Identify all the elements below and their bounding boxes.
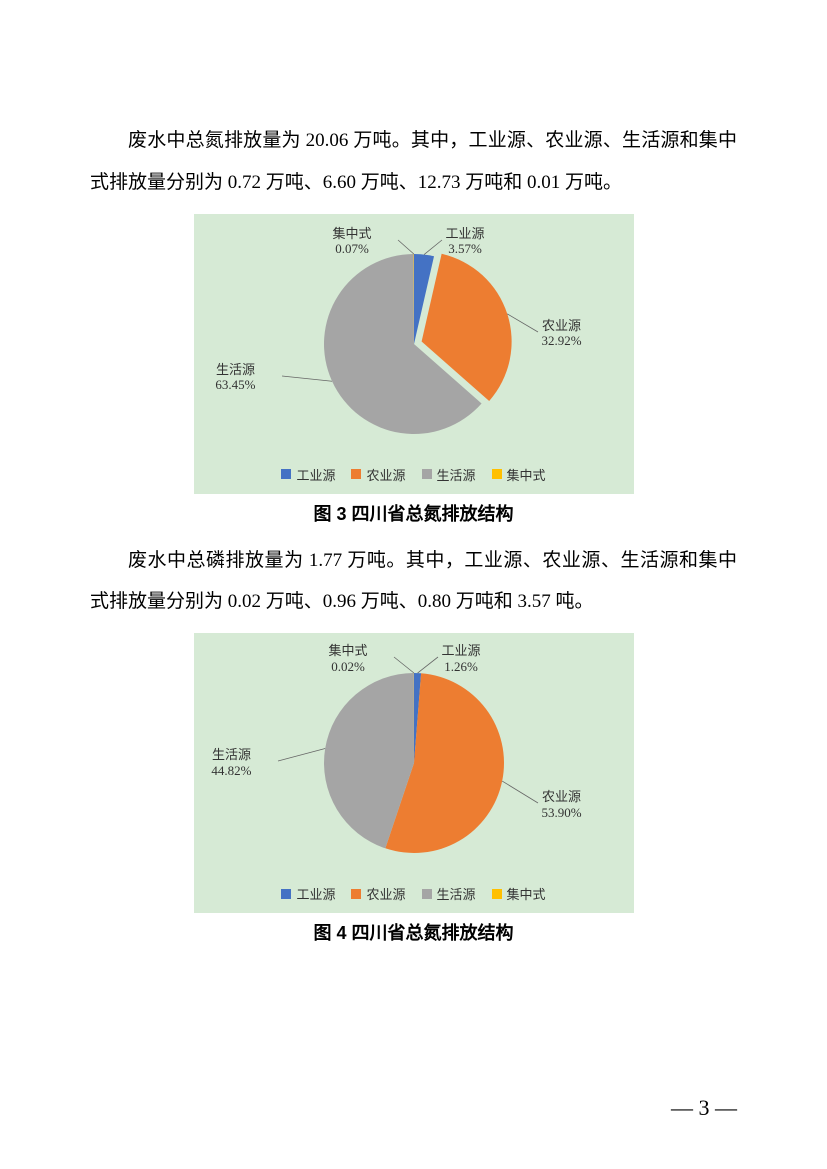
slice-label-nongye: 农业源32.92% (542, 318, 582, 349)
chart-1: 工业源3.57% 农业源32.92% 生活源63.45% 集中式0.07% 工业源 农业源… (194, 214, 634, 526)
legend-swatch (492, 889, 502, 899)
legend-label: 农业源 (366, 465, 405, 484)
legend-label: 生活源 (437, 465, 476, 484)
legend-swatch (351, 469, 361, 479)
paragraph-1: 废水中总氮排放量为 20.06 万吨。其中，工业源、农业源、生活源和集中式排放量… (90, 120, 737, 204)
legend-label: 工业源 (296, 884, 335, 903)
legend-swatch (492, 469, 502, 479)
legend: 工业源 农业源 生活源 集中式 (194, 884, 634, 903)
legend-label: 农业源 (366, 884, 405, 903)
slice-label-gongye: 工业源3.57% (446, 226, 485, 257)
pie-svg (194, 214, 634, 494)
chart-1-caption: 图 3 四川省总氮排放结构 (194, 500, 634, 526)
slice-label-shenghuo: 生活源44.82% (211, 747, 251, 778)
pie-svg (194, 633, 634, 913)
legend-item: 集中式 (492, 465, 546, 484)
legend-swatch (351, 889, 361, 899)
legend-item: 工业源 (281, 465, 335, 484)
page-number: — 3 — (671, 1095, 737, 1121)
slice-label-jizhong: 集中式0.07% (332, 226, 371, 257)
legend-item: 生活源 (422, 884, 476, 903)
legend-swatch (281, 469, 291, 479)
chart-2-bg: 工业源1.26% 农业源53.90% 生活源44.82% 集中式0.02% 工业源 农业源… (194, 633, 634, 913)
slice-label-shenghuo: 生活源63.45% (215, 362, 255, 393)
slice-label-jizhong: 集中式0.02% (328, 643, 367, 674)
chart-2: 工业源1.26% 农业源53.90% 生活源44.82% 集中式0.02% 工业源 农业源… (194, 633, 634, 945)
legend-swatch (422, 469, 432, 479)
legend: 工业源 农业源 生活源 集中式 (194, 465, 634, 484)
legend-item: 农业源 (351, 465, 405, 484)
slice-label-gongye: 工业源1.26% (442, 643, 481, 674)
chart-1-bg: 工业源3.57% 农业源32.92% 生活源63.45% 集中式0.07% 工业源 农业源… (194, 214, 634, 494)
legend-item: 生活源 (422, 465, 476, 484)
legend-item: 农业源 (351, 884, 405, 903)
slice-label-nongye: 农业源53.90% (542, 789, 582, 820)
paragraph-2: 废水中总磷排放量为 1.77 万吨。其中，工业源、农业源、生活源和集中式排放量分… (90, 540, 737, 624)
legend-item: 工业源 (281, 884, 335, 903)
legend-swatch (422, 889, 432, 899)
legend-item: 集中式 (492, 884, 546, 903)
chart-2-caption: 图 4 四川省总氮排放结构 (194, 919, 634, 945)
legend-label: 生活源 (437, 884, 476, 903)
legend-label: 集中式 (507, 884, 546, 903)
legend-label: 集中式 (507, 465, 546, 484)
legend-label: 工业源 (296, 465, 335, 484)
legend-swatch (281, 889, 291, 899)
